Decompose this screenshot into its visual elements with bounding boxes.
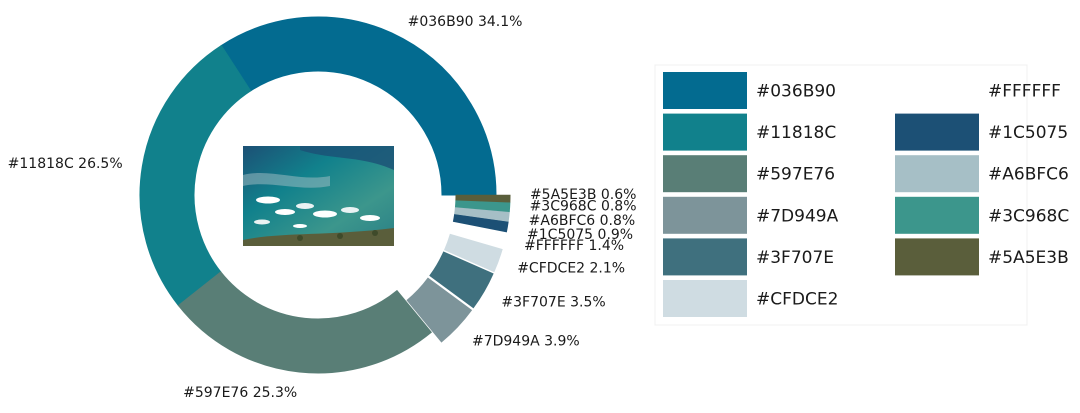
legend-label-036b90: #036B90 [756,82,836,102]
slice-label-1c5075: #1C5075 0.9% [527,227,633,243]
legend-swatch-ffffff [895,72,979,109]
legend-label-ffffff: #FFFFFF [988,82,1061,102]
legend-swatch-3c968c [895,196,979,234]
slice-cfdce2 [443,233,503,273]
donut-slices [139,16,511,374]
slice-ffffff [450,221,507,249]
slice-5a5e3b [455,194,511,203]
slice-3f707e [429,251,494,309]
legend-label-3c968c: #3C968C [988,206,1069,226]
legend-label-a6bfc6: #A6BFC6 [988,165,1069,185]
legend-swatch-a6bfc6 [895,155,979,193]
slice-036b90 [220,16,497,196]
legend-label-5a5e3b: #5A5E3B [988,248,1069,268]
slice-a6bfc6 [454,206,510,222]
slice-label-7d949a: #7D949A 3.9% [472,334,580,350]
slice-labels: #036B90 34.1% #11818C 26.5% #597E76 25.3% #… [8,14,637,401]
legend-items: #036B90 #11818C #597E76 #7D949A #3F707E #CFDC… [663,72,1069,317]
legend-swatch-036b90 [663,72,747,109]
legend-label-cfdce2: #CFDCE2 [756,290,838,310]
slice-label-036b90: #036B90 34.1% [408,14,523,30]
legend-label-1c5075: #1C5075 [988,123,1068,143]
legend-swatch-7d949a [663,196,747,234]
slice-3c968c [454,200,511,213]
slice-label-3c968c: #3C968C 0.8% [530,198,637,214]
legend-swatch-cfdce2 [663,280,747,317]
slice-label-5a5e3b: #5A5E3B 0.6% [530,187,637,203]
chart-legend: #036B90 #11818C #597E76 #7D949A #3F707E #CFDC… [654,64,1069,326]
slice-label-ffffff: #FFFFFF 1.4% [524,238,624,254]
legend-swatch-3f707e [663,238,747,276]
slice-11818c [139,44,252,307]
center-ocean-photo [243,146,394,246]
slice-label-597e76: #597E76 25.3% [183,385,297,401]
slice-label-a6bfc6: #A6BFC6 0.8% [529,213,636,229]
legend-label-11818c: #11818C [756,123,836,143]
legend-label-7d949a: #7D949A [756,206,839,226]
legend-swatch-11818c [663,113,747,151]
legend-label-597e76: #597E76 [756,165,835,185]
slice-label-11818c: #11818C 26.5% [8,156,123,172]
slice-7d949a [406,277,473,343]
legend-swatch-1c5075 [895,113,979,151]
slice-label-cfdce2: #CFDCE2 2.1% [517,261,625,277]
legend-label-3f707e: #3F707E [756,248,834,268]
legend-swatch-5a5e3b [895,238,979,276]
slice-597e76 [177,271,433,374]
slice-1c5075 [452,213,509,233]
slice-label-3f707e: #3F707E 3.5% [501,294,605,310]
legend-swatch-597e76 [663,155,747,193]
